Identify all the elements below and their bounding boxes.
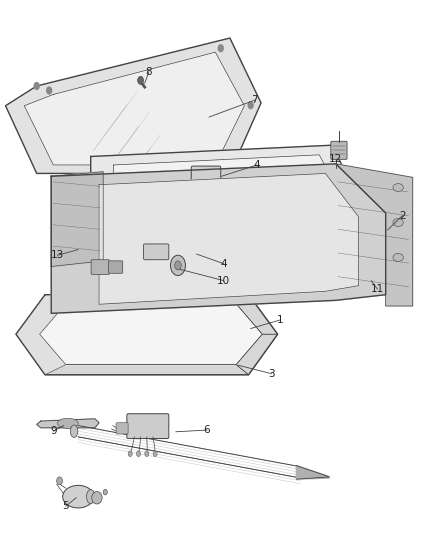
- Ellipse shape: [92, 491, 102, 504]
- Circle shape: [145, 451, 148, 457]
- Ellipse shape: [70, 425, 78, 438]
- Text: 1: 1: [276, 315, 283, 325]
- Text: 5: 5: [62, 501, 69, 511]
- Polygon shape: [51, 172, 103, 266]
- Ellipse shape: [57, 418, 78, 429]
- FancyBboxPatch shape: [330, 141, 346, 159]
- Polygon shape: [296, 466, 329, 479]
- FancyBboxPatch shape: [116, 423, 128, 434]
- Text: 7: 7: [251, 95, 258, 105]
- FancyBboxPatch shape: [143, 244, 169, 260]
- Text: 11: 11: [370, 284, 383, 294]
- FancyBboxPatch shape: [108, 261, 122, 273]
- Circle shape: [136, 451, 140, 457]
- Text: 4: 4: [253, 160, 260, 170]
- Text: 9: 9: [50, 426, 57, 436]
- Circle shape: [34, 83, 39, 90]
- Polygon shape: [99, 173, 358, 304]
- Text: 10: 10: [217, 276, 230, 286]
- Polygon shape: [335, 164, 412, 306]
- Polygon shape: [236, 295, 277, 334]
- Text: 8: 8: [145, 67, 152, 77]
- Circle shape: [128, 451, 132, 457]
- Circle shape: [57, 477, 62, 485]
- Polygon shape: [37, 419, 99, 428]
- Ellipse shape: [392, 254, 403, 261]
- Ellipse shape: [392, 219, 403, 227]
- Polygon shape: [113, 155, 346, 266]
- Ellipse shape: [86, 490, 95, 504]
- Ellipse shape: [63, 486, 94, 508]
- Ellipse shape: [392, 183, 403, 191]
- Polygon shape: [51, 164, 385, 313]
- Polygon shape: [24, 52, 244, 165]
- Polygon shape: [39, 304, 261, 365]
- Circle shape: [218, 45, 223, 52]
- Circle shape: [170, 255, 185, 276]
- FancyBboxPatch shape: [191, 166, 220, 182]
- Text: 2: 2: [398, 211, 405, 221]
- Circle shape: [46, 87, 52, 94]
- Text: 6: 6: [203, 425, 210, 435]
- Text: 4: 4: [220, 259, 226, 269]
- Circle shape: [103, 489, 107, 495]
- Circle shape: [174, 261, 181, 270]
- FancyBboxPatch shape: [91, 260, 109, 274]
- Text: 12: 12: [328, 155, 342, 164]
- Polygon shape: [16, 295, 277, 375]
- Circle shape: [153, 451, 157, 457]
- Text: 3: 3: [268, 369, 274, 378]
- Polygon shape: [236, 334, 277, 375]
- Circle shape: [138, 76, 143, 84]
- Text: 13: 13: [51, 250, 64, 260]
- FancyBboxPatch shape: [127, 414, 169, 439]
- Polygon shape: [6, 38, 261, 173]
- Polygon shape: [45, 365, 248, 375]
- Circle shape: [247, 102, 253, 109]
- Polygon shape: [91, 145, 360, 272]
